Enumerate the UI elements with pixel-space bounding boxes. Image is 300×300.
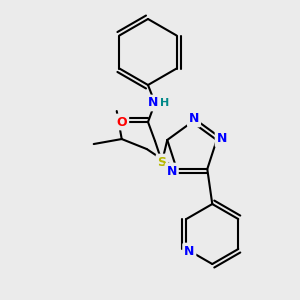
Text: S: S: [158, 155, 166, 169]
Text: N: N: [148, 97, 158, 110]
Text: O: O: [117, 116, 127, 128]
Text: H: H: [160, 98, 169, 108]
Text: N: N: [189, 112, 199, 125]
Text: N: N: [167, 164, 177, 178]
Text: N: N: [217, 133, 227, 146]
Text: N: N: [184, 244, 194, 257]
